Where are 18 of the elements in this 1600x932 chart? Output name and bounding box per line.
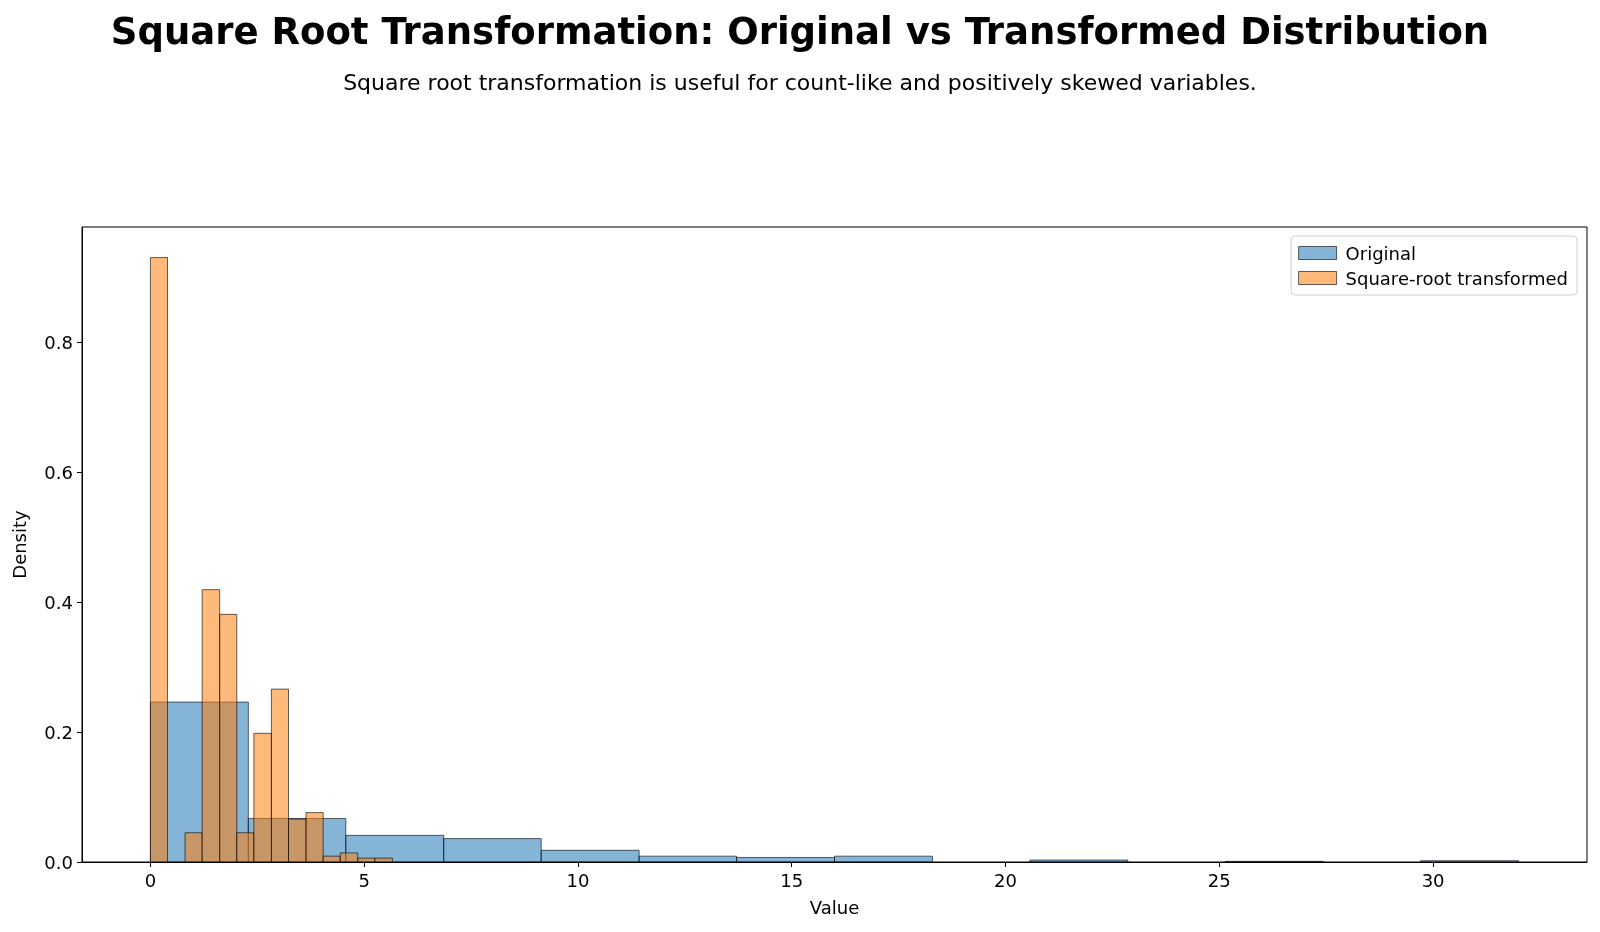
x-tick-label: 0	[144, 869, 157, 891]
y-tick-label: 0.4	[44, 591, 73, 613]
x-tick-label: 20	[994, 869, 1017, 891]
legend-label: Square-root transformed	[1345, 267, 1569, 289]
y-tick-label: 0.2	[44, 721, 73, 743]
x-tick-label: 25	[1207, 869, 1231, 891]
x-tick-label: 5	[358, 869, 370, 891]
x-tick-label: 15	[780, 869, 804, 891]
y-tick-label: 0.6	[44, 461, 73, 483]
y-tick-label: 0.8	[44, 331, 73, 353]
x-tick-label: 30	[1421, 869, 1445, 891]
legend-label: Original	[1345, 242, 1417, 264]
x-axis-title: Value	[809, 896, 860, 918]
chart-title: Square Root Transformation: Original vs Transformed Distribution	[110, 10, 1490, 53]
x-tick-label: 10	[566, 869, 590, 891]
y-tick-label: 0.0	[44, 851, 73, 873]
y-axis-title: Density	[8, 509, 30, 579]
chart-subtitle: Square root transformation is useful for count-like and positively skewed variables.	[343, 69, 1257, 95]
